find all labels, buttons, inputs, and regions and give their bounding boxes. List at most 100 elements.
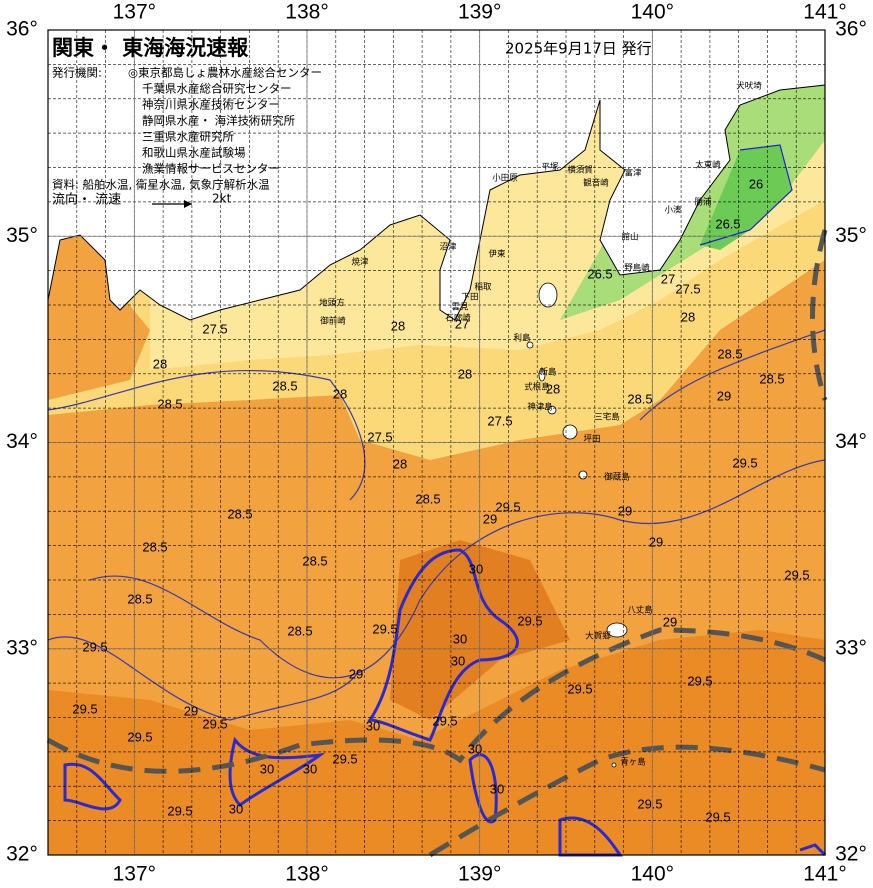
- graticule: [48, 29, 826, 856]
- lat-label-right: 33°: [835, 636, 867, 659]
- isotherm-label: 29.5: [517, 613, 542, 628]
- sea-green-core: [700, 145, 792, 250]
- isotherm-label: 29.5: [332, 751, 357, 766]
- lat-label-right: 32°: [835, 843, 867, 866]
- land: [47, 29, 826, 321]
- isotherm-label: 29.5: [637, 796, 662, 811]
- isotherm-label: 27: [661, 271, 675, 286]
- place-name: 神津島: [527, 402, 553, 413]
- isotherm-label: 26.5: [715, 216, 740, 231]
- isotherm-label: 26: [749, 176, 763, 191]
- isotherm-label: 28.5: [717, 346, 742, 361]
- isotherm-label: 30: [366, 718, 380, 733]
- isotherm-label: 29.5: [82, 639, 107, 654]
- isotherm-label: 28.5: [415, 491, 440, 506]
- island: [526, 341, 534, 349]
- isotherm-label: 29: [663, 614, 677, 629]
- agency: 千葉県水産総合研究センター: [142, 82, 292, 96]
- isotherm-label: 28.5: [627, 391, 652, 406]
- isotherm-label: 29.5: [705, 809, 730, 824]
- lat-label-left: 33°: [6, 636, 38, 659]
- lon-label-bottom: 140°: [631, 863, 674, 886]
- isotherm-label: 27: [455, 316, 469, 331]
- isotherm-label: 29: [184, 703, 198, 718]
- isotherm-label: 30: [229, 801, 243, 816]
- place-name: 石廊崎: [445, 313, 471, 324]
- isotherm-label: 28: [153, 356, 167, 371]
- isotherm-label: 29.5: [687, 673, 712, 688]
- place-name: 大賀郷: [585, 631, 611, 642]
- ticks: 137° 137° 138° 138° 139° 139° 140° 140° 141° 141°…: [6, 1, 867, 886]
- isotherm-label: 29.5: [372, 621, 397, 636]
- isotherm-label: 28.5: [287, 623, 312, 638]
- sources: 資料: 船舶水温, 衛星水温, 気象庁解析水温: [52, 178, 270, 192]
- isotherm: [799, 843, 827, 857]
- lat-label-left: 32°: [6, 843, 38, 866]
- isotherm-label: 30: [451, 653, 465, 668]
- lon-label-top: 141°: [803, 1, 846, 24]
- isotherm-label: 29.5: [495, 499, 520, 514]
- place-name: 勝浦: [694, 197, 712, 208]
- isotherm-label: 28: [333, 386, 347, 401]
- isotherm-label: 28.5: [127, 591, 152, 606]
- legend-label: 流向・ 流速: [52, 192, 121, 208]
- isotherm-label: 30: [490, 781, 504, 796]
- place-name: 八丈島: [627, 605, 653, 616]
- place-name: 地頭方: [319, 298, 345, 309]
- isotherm-label: 28: [681, 309, 695, 324]
- island: [538, 368, 546, 382]
- island: [606, 622, 628, 638]
- lon-label-top: 137°: [113, 1, 156, 24]
- sea-warm-bay: [48, 230, 150, 400]
- island: [611, 762, 617, 768]
- lat-label-right: 36°: [835, 18, 867, 41]
- place-name: 雲見: [451, 303, 469, 313]
- isotherm-label: 29.5: [432, 713, 457, 728]
- place-name: 下田: [461, 293, 478, 303]
- agency: 和歌山県水産試験場: [142, 146, 246, 160]
- isotherm: [699, 144, 793, 246]
- place-name: 横須賀: [567, 165, 593, 176]
- issue-date: 2025年9月17日 発行: [505, 40, 652, 58]
- isotherm-label: 28.5: [272, 378, 297, 393]
- place-name: 伊東: [488, 249, 506, 260]
- isotherm-label: 28: [391, 318, 405, 333]
- isotherm-label: 27.5: [367, 429, 392, 444]
- isotherm-label: 27.5: [487, 413, 512, 428]
- lon-label-top: 139°: [458, 1, 501, 24]
- place-name: 太東崎: [695, 160, 721, 171]
- isotherm-label: 27.5: [202, 321, 227, 336]
- agency: 静岡県水産・ 海洋技術研究所: [142, 114, 296, 128]
- place-name: 御蔵島: [604, 472, 630, 483]
- place-name: 沼津: [439, 242, 457, 253]
- isotherm-label: 29.5: [784, 567, 809, 582]
- place-name: 野島崎: [624, 263, 650, 274]
- isotherm-label: 28.5: [227, 506, 252, 521]
- isotherm-label: 30: [468, 741, 482, 756]
- place-name: 焼津: [351, 257, 369, 268]
- place-name: 新島: [539, 367, 557, 378]
- place-name: 富津: [624, 168, 642, 179]
- island: [562, 424, 578, 440]
- legend-arrowhead: [184, 200, 192, 208]
- lat-label-left: 34°: [6, 430, 38, 453]
- isotherm-label: 29: [717, 388, 731, 403]
- isotherm-label: 28.5: [302, 553, 327, 568]
- agency: 三重県水産研究所: [142, 130, 234, 144]
- place-name: 平塚: [541, 163, 559, 173]
- isotherm-label: 29: [349, 666, 363, 681]
- lat-label-right: 34°: [835, 430, 867, 453]
- isotherm-label: 29.5: [567, 681, 592, 696]
- place-name: 稲取: [474, 282, 492, 293]
- lon-label-bottom: 137°: [113, 863, 156, 886]
- sea-hot: [48, 630, 825, 855]
- place-name: 青ヶ島: [620, 757, 646, 768]
- frame: [47, 29, 826, 856]
- island: [538, 282, 558, 308]
- isotherms: [47, 144, 826, 721]
- kuroshio-path: [810, 229, 828, 401]
- isotherm-label: 29.5: [72, 701, 97, 716]
- agency: ◎東京都島しょ農林水産総合センター: [128, 66, 322, 80]
